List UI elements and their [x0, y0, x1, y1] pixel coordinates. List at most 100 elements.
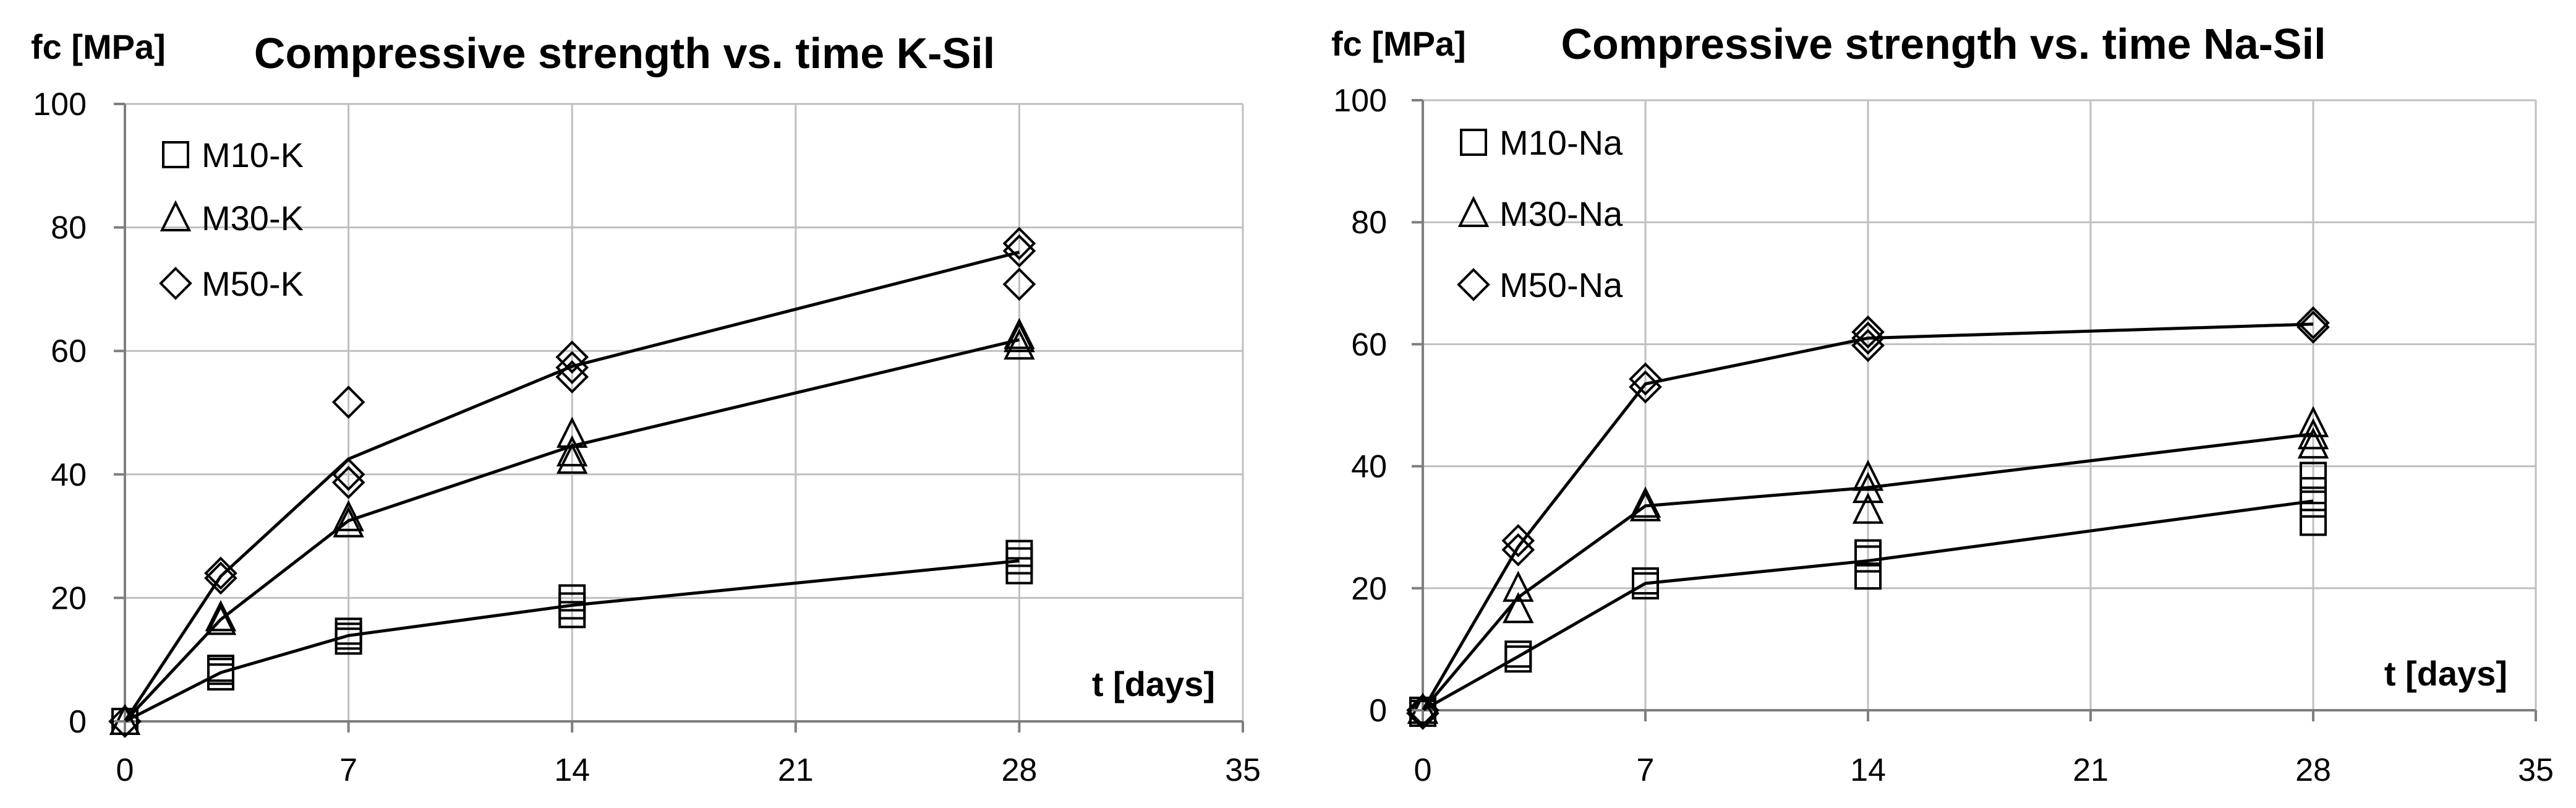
- y-tick-label: 80: [51, 210, 87, 246]
- data-point-M50-Na: [2297, 306, 2330, 340]
- legend-label: M10-Na: [1499, 123, 1623, 162]
- data-point-M50-K: [1002, 234, 1036, 268]
- data-point-M50-Na: [1629, 370, 1662, 404]
- y-axis-label: fc [MPa]: [31, 27, 166, 66]
- x-tick-label: 21: [2073, 752, 2109, 788]
- legend-label: M30-K: [202, 199, 304, 238]
- data-point-M10-Na: [1854, 562, 1882, 590]
- data-point-M30-Na: [2297, 418, 2329, 450]
- data-point-M50-Na: [1629, 362, 1662, 396]
- legend-marker-M50-K: [159, 267, 192, 300]
- chart-title: Compressive strength vs. time Na-Sil: [1561, 20, 2326, 68]
- x-tick-label: 28: [2295, 752, 2331, 788]
- series-line-M50-Na: [1421, 322, 2314, 711]
- data-point-M10-Na: [1504, 640, 1532, 668]
- data-point-M30-K: [333, 500, 364, 531]
- data-point-M10-Na: [2300, 509, 2327, 536]
- x-tick-label: 0: [116, 752, 134, 788]
- chart-na-sil: 0 7 14 21 28 35 0 20 40 60 80 100 M10-Na M30-Na M50-N…: [1288, 0, 2576, 808]
- legend-label: M50-Na: [1499, 265, 1623, 304]
- legend-marker-M50-Na: [1457, 268, 1490, 301]
- y-tick-label: 0: [1369, 693, 1387, 729]
- data-point-M50-K: [204, 556, 237, 590]
- data-point-M10-K: [335, 617, 362, 645]
- x-tick-label: 35: [2518, 752, 2554, 788]
- data-point-M30-K: [205, 603, 237, 635]
- y-tick-label: 60: [1351, 327, 1387, 363]
- x-tick-label: 35: [1225, 752, 1261, 788]
- data-point-M50-Na: [2297, 310, 2330, 344]
- data-point-M50-K: [108, 705, 142, 738]
- data-point-M10-K: [558, 584, 586, 612]
- data-point-M10-K: [1005, 539, 1033, 567]
- x-tick-label: 28: [1001, 752, 1037, 788]
- legend-marker-M30-K: [160, 200, 192, 231]
- y-tick-label: 20: [51, 580, 87, 616]
- data-point-M10-Na: [1854, 539, 1882, 567]
- x-axis-label: t [days]: [2384, 654, 2507, 693]
- data-point-M30-Na: [1629, 486, 1661, 518]
- x-tick-label: 0: [1414, 752, 1432, 788]
- x-tick-label: 21: [778, 752, 814, 788]
- legend-marker-M10-Na: [1460, 129, 1487, 156]
- data-point-M30-K: [205, 600, 237, 632]
- data-point-M50-K: [331, 457, 365, 491]
- chart-title: Compressive strength vs. time K-Sil: [254, 29, 995, 77]
- legend-marker-M30-Na: [1457, 196, 1490, 227]
- data-point-M50-K: [204, 561, 237, 595]
- data-point-M30-K: [1004, 317, 1035, 350]
- data-point-M10-Na: [2300, 477, 2327, 505]
- data-point-M30-Na: [1503, 591, 1534, 624]
- series-line-M10-Na: [1422, 499, 2314, 712]
- data-point-M30-Na: [1852, 459, 1884, 491]
- data-point-M30-Na: [1852, 492, 1884, 524]
- data-point-M30-K: [556, 435, 588, 466]
- y-tick-label: 100: [1333, 83, 1387, 119]
- data-point-M50-K: [1002, 226, 1036, 260]
- data-point-M50-K: [555, 340, 589, 374]
- data-point-M50-Na: [1406, 694, 1439, 727]
- data-point-M30-K: [556, 416, 588, 448]
- x-tick-label: 14: [1850, 752, 1886, 788]
- data-point-M30-Na: [1852, 471, 1884, 504]
- y-tick-label: 40: [1351, 449, 1387, 485]
- data-point-M30-K: [333, 506, 364, 538]
- y-tick-label: 80: [1351, 205, 1387, 241]
- data-point-M50-K: [331, 465, 365, 499]
- x-tick-label: 7: [339, 752, 357, 788]
- data-point-M30-Na: [2297, 427, 2329, 459]
- y-tick-label: 0: [69, 704, 87, 740]
- x-tick-label: 14: [554, 752, 590, 788]
- data-point-M30-K: [556, 442, 588, 474]
- series-line-M30-Na: [1422, 432, 2314, 711]
- series-line-M30-K: [124, 338, 1020, 723]
- y-tick-label: 60: [51, 333, 87, 369]
- data-point-M50-Na: [1851, 315, 1885, 349]
- data-point-M50-Na: [1501, 524, 1535, 557]
- data-point-M50-Na: [1851, 329, 1885, 363]
- data-point-M10-K: [207, 655, 234, 682]
- data-point-M50-K: [331, 385, 365, 419]
- data-point-M50-Na: [1406, 697, 1439, 730]
- chart-k-sil-svg: 0 7 14 21 28 35 0 20 40 60 80 100 M10-K M30-K M50-K f…: [31, 27, 1261, 788]
- series-line-M10-K: [124, 559, 1020, 723]
- y-tick-label: 40: [51, 457, 87, 493]
- data-point-M30-K: [1004, 320, 1035, 353]
- chart-na-sil-svg: 0 7 14 21 28 35 0 20 40 60 80 100 M10-Na M30-Na M50-N…: [1331, 20, 2554, 788]
- data-point-M50-Na: [1851, 321, 1885, 355]
- legend-label: M50-K: [202, 264, 304, 303]
- chart-k-sil: 0 7 14 21 28 35 0 20 40 60 80 100 M10-K M30-K M50-K f…: [31, 27, 1261, 788]
- legend-marker-M10-K: [162, 141, 189, 168]
- legend-label: M30-Na: [1499, 194, 1623, 233]
- data-point-M10-Na: [2300, 462, 2327, 489]
- data-point-M10-Na: [1632, 567, 1659, 595]
- x-axis-label: t [days]: [1092, 664, 1215, 703]
- data-point-M30-Na: [2297, 406, 2329, 437]
- x-tick-label: 7: [1637, 752, 1655, 788]
- data-point-M30-Na: [1503, 570, 1534, 602]
- y-tick-label: 100: [33, 87, 87, 122]
- y-axis-label: fc [MPa]: [1331, 24, 1466, 63]
- data-point-M30-K: [1004, 328, 1035, 360]
- y-tick-label: 20: [1351, 571, 1387, 607]
- legend-label: M10-K: [202, 135, 304, 174]
